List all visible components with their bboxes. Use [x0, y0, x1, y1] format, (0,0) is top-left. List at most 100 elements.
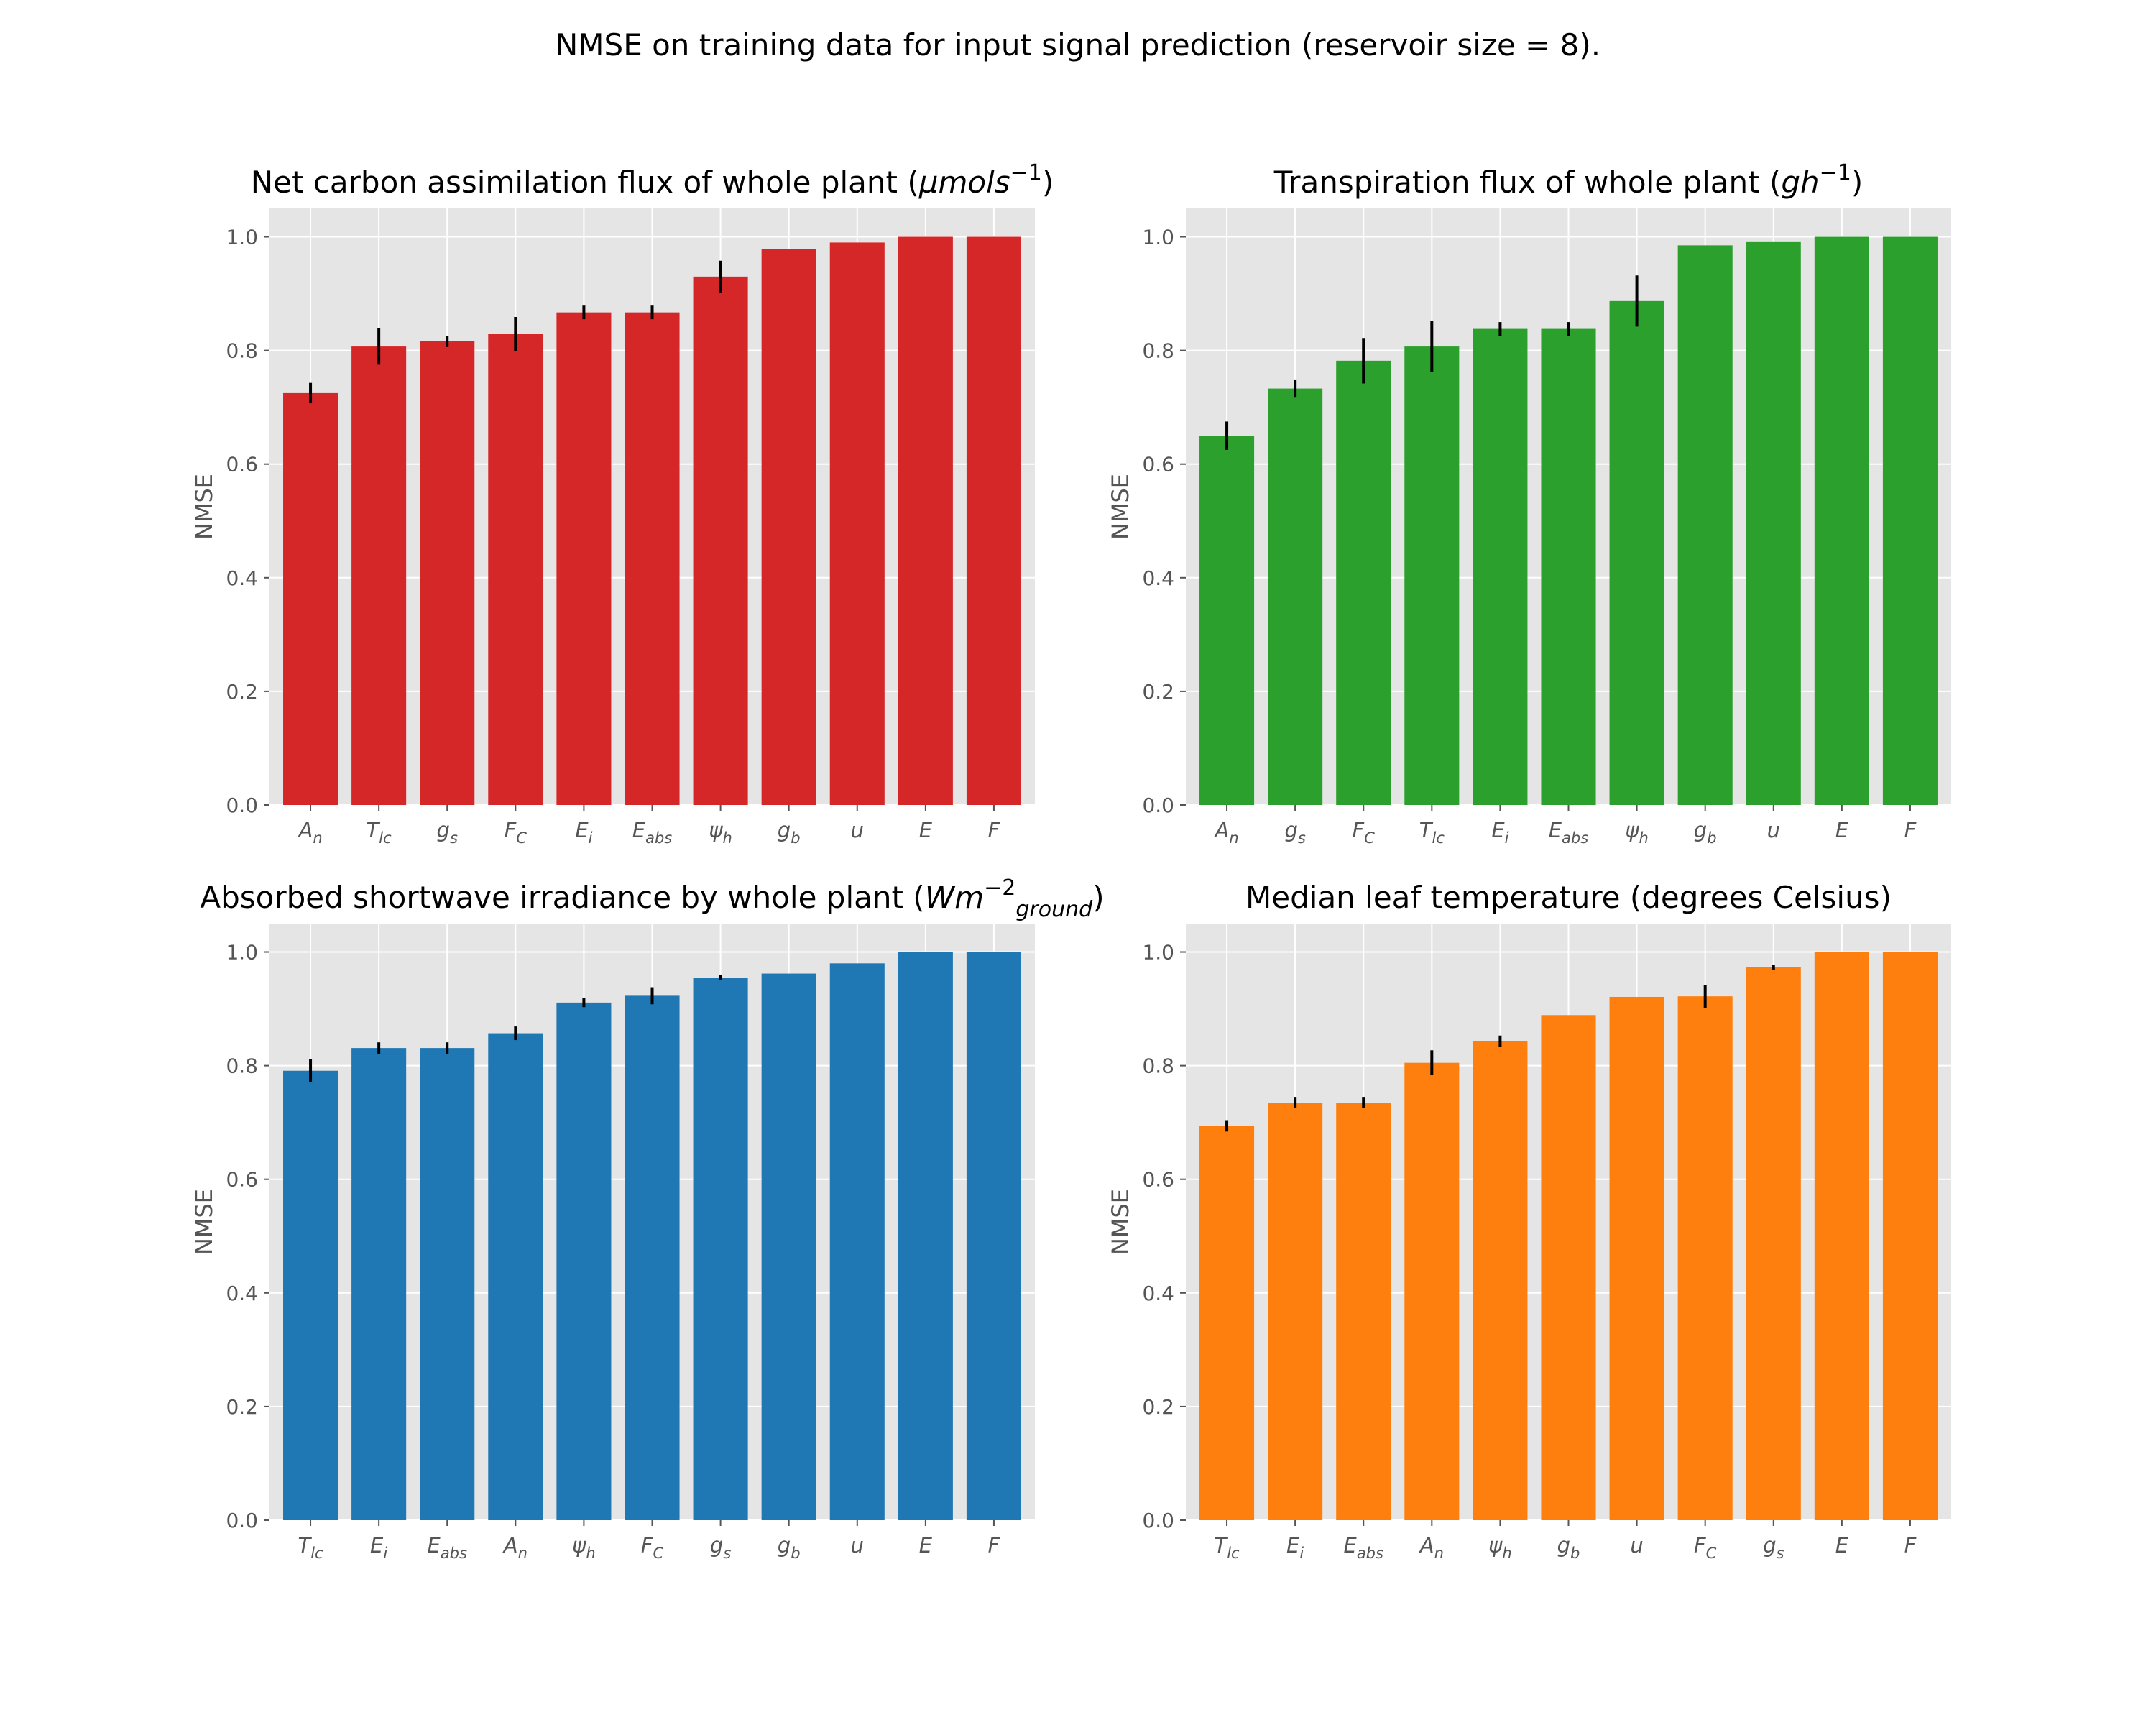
x-tick-label: u: [1767, 818, 1780, 842]
bar-shortwave-4: [556, 1002, 612, 1520]
y-tick-label: 1.0: [1142, 226, 1174, 249]
bar-transpiration-7: [1677, 245, 1733, 805]
bar-shortwave-7: [761, 973, 816, 1520]
y-axis-label: NMSE: [1107, 1189, 1134, 1255]
x-tick-label: An: [297, 818, 322, 847]
x-tick-label: E: [1835, 818, 1849, 842]
y-tick-label: 0.4: [226, 1282, 258, 1305]
x-tick-label: E: [919, 818, 933, 842]
bar-shortwave-1: [351, 1048, 407, 1520]
y-tick-label: 0.0: [1142, 794, 1174, 817]
x-tick-label: Tlc: [1419, 818, 1445, 847]
bar-transpiration-5: [1541, 328, 1596, 806]
x-tick-label: E: [1835, 1533, 1849, 1558]
x-tick-label: gs: [1284, 818, 1305, 847]
bar-shortwave-9: [898, 952, 953, 1520]
y-axis-label: NMSE: [190, 474, 218, 540]
bar-net-carbon-2: [420, 341, 475, 805]
bar-leaf-temperature-7: [1677, 996, 1733, 1520]
y-tick-label: 0.0: [1142, 1509, 1174, 1532]
x-tick-label: gb: [778, 818, 801, 847]
x-tick-label: u: [851, 1533, 864, 1558]
bar-leaf-temperature-1: [1268, 1103, 1323, 1520]
subplot-title: Net carbon assimilation flux of whole pl…: [251, 160, 1054, 200]
y-tick-label: 0.2: [226, 1395, 258, 1419]
y-tick-label: 0.4: [226, 566, 258, 590]
y-tick-label: 0.8: [1142, 339, 1174, 363]
x-tick-label: gb: [1557, 1533, 1580, 1562]
y-tick-label: 0.8: [226, 1054, 258, 1078]
y-tick-label: 0.0: [226, 1509, 258, 1532]
y-tick-label: 1.0: [226, 941, 258, 965]
y-axis-label: NMSE: [190, 1189, 218, 1255]
y-tick-label: 0.6: [226, 453, 258, 477]
x-tick-label: Eabs: [427, 1533, 467, 1562]
x-tick-label: Eabs: [632, 818, 673, 847]
bar-transpiration-3: [1404, 346, 1460, 806]
x-tick-label: gb: [778, 1533, 801, 1562]
y-tick-label: 0.8: [1142, 1054, 1174, 1078]
x-tick-label: gs: [437, 818, 458, 847]
y-tick-label: 0.2: [226, 680, 258, 704]
bar-transpiration-4: [1473, 328, 1528, 806]
x-tick-label: FC: [641, 1533, 664, 1562]
x-tick-label: u: [1630, 1533, 1643, 1558]
bar-transpiration-0: [1199, 436, 1255, 805]
bar-net-carbon-9: [898, 236, 953, 805]
subplot-title: Median leaf temperature (degrees Celsius…: [1245, 880, 1892, 915]
chart-panel-shortwave: 0.0 0.2 0.4 0.6 0.8 1.0 Tlc Ei Eabs An ψh FC gs gb u E F…: [190, 875, 1105, 1562]
bar-leaf-temperature-0: [1199, 1126, 1255, 1520]
bar-shortwave-8: [829, 963, 885, 1520]
bar-leaf-temperature-10: [1882, 952, 1938, 1520]
x-tick-label: F: [988, 1533, 1001, 1558]
x-tick-label: FC: [1353, 818, 1376, 847]
x-tick-label: An: [502, 1533, 528, 1562]
y-tick-label: 0.4: [1142, 1282, 1174, 1305]
x-tick-label: ψh: [1488, 1533, 1511, 1562]
bar-transpiration-9: [1814, 236, 1869, 805]
x-tick-label: FC: [1694, 1533, 1717, 1562]
x-tick-label: Ei: [370, 1533, 387, 1562]
x-tick-label: Ei: [1491, 818, 1508, 847]
subplot-title: Absorbed shortwave irradiance by whole p…: [200, 875, 1104, 922]
bar-leaf-temperature-3: [1404, 1062, 1460, 1520]
x-tick-label: F: [988, 818, 1001, 842]
y-tick-label: 0.4: [1142, 566, 1174, 590]
y-tick-label: 1.0: [1142, 941, 1174, 965]
y-tick-label: 0.2: [1142, 680, 1174, 704]
bar-leaf-temperature-2: [1336, 1103, 1391, 1520]
x-tick-label: Tlc: [298, 1533, 323, 1562]
bar-leaf-temperature-6: [1609, 996, 1664, 1520]
x-tick-label: E: [919, 1533, 933, 1558]
bar-shortwave-5: [625, 995, 680, 1520]
y-axis-label: NMSE: [1107, 474, 1134, 540]
x-tick-label: Eabs: [1343, 1533, 1383, 1562]
bar-leaf-temperature-9: [1814, 952, 1869, 1520]
x-tick-label: F: [1904, 1533, 1917, 1558]
y-tick-label: 0.0: [226, 794, 258, 817]
bar-shortwave-3: [488, 1033, 543, 1520]
x-tick-label: u: [851, 818, 864, 842]
chart-panel-net-carbon: 0.0 0.2 0.4 0.6 0.8 1.0 An Tlc gs FC Ei Eabs ψh gb u E F…: [190, 160, 1054, 847]
y-tick-label: 0.6: [1142, 1168, 1174, 1192]
x-tick-label: ψh: [572, 1533, 595, 1562]
y-tick-label: 0.6: [226, 1168, 258, 1192]
y-tick-label: 0.2: [1142, 1395, 1174, 1419]
x-tick-label: An: [1213, 818, 1238, 847]
y-tick-label: 1.0: [226, 226, 258, 249]
figure-title: NMSE on training data for input signal p…: [555, 27, 1601, 63]
bar-shortwave-6: [693, 978, 748, 1520]
bar-transpiration-1: [1268, 388, 1323, 805]
y-tick-label: 0.6: [1142, 453, 1174, 477]
chart-panel-transpiration: 0.0 0.2 0.4 0.6 0.8 1.0 An gs FC Tlc Ei Eabs ψh gb u E F…: [1107, 160, 1951, 847]
x-tick-label: FC: [505, 818, 528, 847]
bar-net-carbon-5: [625, 312, 680, 806]
x-tick-label: gs: [1763, 1533, 1784, 1562]
bar-transpiration-8: [1746, 241, 1801, 805]
bar-net-carbon-6: [693, 276, 748, 805]
bar-net-carbon-3: [488, 334, 543, 805]
x-tick-label: Ei: [1286, 1533, 1304, 1562]
chart-panel-leaf-temperature: 0.0 0.2 0.4 0.6 0.8 1.0 Tlc Ei Eabs An ψh gb u FC gs E F…: [1107, 880, 1951, 1562]
bar-net-carbon-8: [829, 242, 885, 805]
